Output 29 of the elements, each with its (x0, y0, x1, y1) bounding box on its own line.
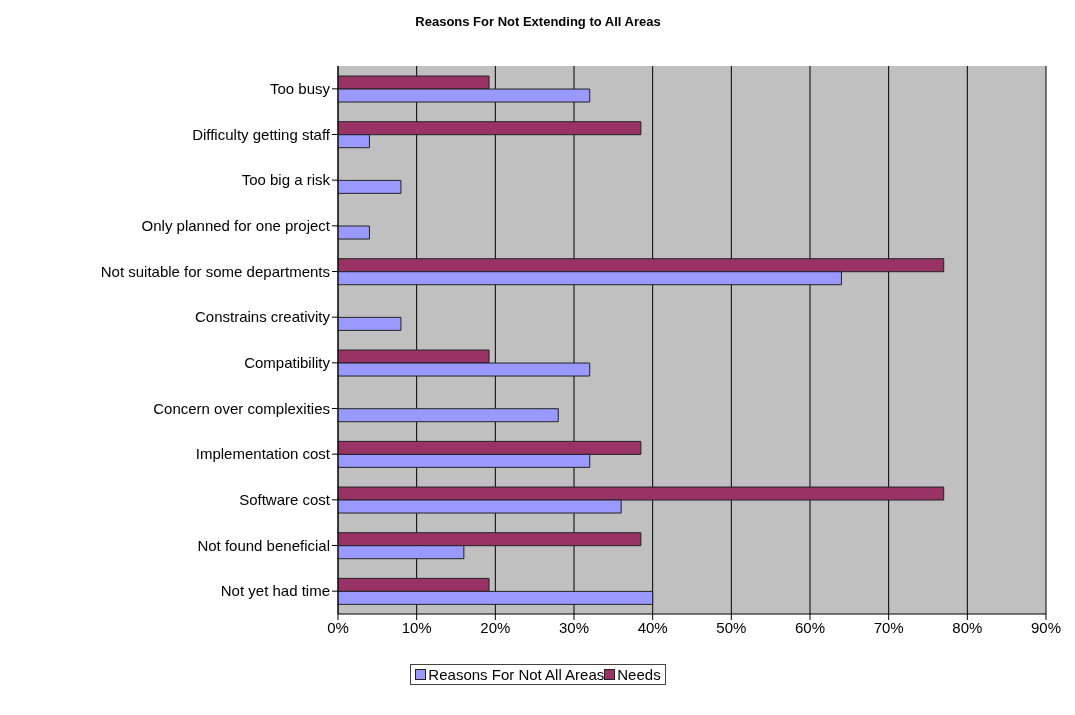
x-tick-label: 60% (794, 618, 826, 636)
y-tick-label: Too big a risk (241, 171, 331, 189)
y-tick-label: Only planned for one project (141, 217, 331, 235)
y-tick-label: Compatibility (244, 354, 331, 372)
x-tick-label: 50% (716, 618, 747, 636)
y-tick-label: Concern over complexities (153, 399, 330, 417)
y-tick-label: Not suitable for some departments (100, 262, 330, 280)
bar (338, 316, 402, 331)
x-tick-label: 10% (401, 618, 432, 636)
x-tick-label: 20% (480, 618, 511, 636)
x-tick-label: 0% (327, 618, 349, 636)
legend-label: Needs (616, 666, 661, 683)
y-tick-label: Difficulty getting staff (192, 125, 331, 143)
y-tick-label: Not found beneficial (197, 536, 330, 554)
x-tick-label: 80% (952, 618, 983, 636)
y-tick-label: Constrains creativity (194, 308, 331, 326)
bar (338, 179, 402, 194)
x-tick-label: 30% (558, 618, 590, 636)
y-tick-label: Not yet had time (220, 582, 330, 600)
x-tick-label: 90% (1030, 618, 1062, 636)
chart-title: Reasons For Not Extending to All Areas (414, 13, 662, 31)
y-tick-label: Software cost (239, 491, 331, 509)
x-tick-label: 40% (637, 618, 668, 636)
y-tick-label: Too busy (269, 80, 331, 98)
bar (338, 408, 559, 423)
y-tick-label: Implementation cost (195, 445, 331, 463)
legend-label: Reasons For Not All Areas (427, 666, 605, 683)
x-tick-label: 70% (873, 618, 904, 636)
bar (338, 225, 370, 240)
